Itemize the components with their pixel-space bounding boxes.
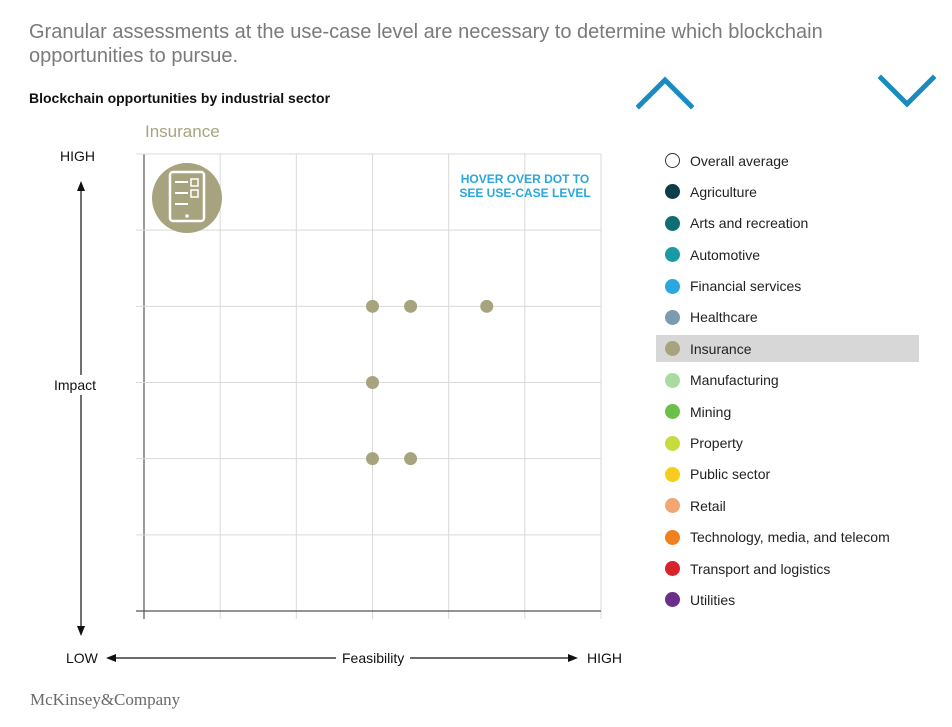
legend-dot-icon <box>665 404 680 420</box>
brand-logo: McKinsey&Company <box>30 690 181 709</box>
legend-label: Manufacturing <box>690 372 779 389</box>
legend-dot-icon <box>665 153 680 168</box>
tablet-checklist-icon <box>152 163 222 233</box>
legend-label: Financial services <box>690 278 802 295</box>
feasibility-low-label: LOW <box>66 650 98 666</box>
legend-label: Arts and recreation <box>690 215 809 232</box>
legend-dot-icon <box>665 215 680 231</box>
legend-dot-icon <box>665 309 680 325</box>
feasibility-high-label: HIGH <box>587 650 622 666</box>
legend-item[interactable]: Public sector <box>656 461 919 488</box>
impact-axis-arrow <box>77 181 85 636</box>
legend-label: Technology, media, and telecom <box>690 529 890 546</box>
legend-label: Property <box>690 435 743 452</box>
impact-high-label: HIGH <box>60 148 95 164</box>
legend-dot-icon <box>665 372 680 388</box>
legend-item[interactable]: Property <box>656 430 919 457</box>
legend-dot-icon <box>665 498 680 514</box>
legend-label: Overall average <box>690 152 789 169</box>
legend-label: Automotive <box>690 246 761 263</box>
data-point[interactable] <box>404 452 418 466</box>
feasibility-axis-label: Feasibility <box>336 650 411 666</box>
legend-item[interactable]: Utilities <box>656 586 919 613</box>
hover-hint: HOVER OVER DOT TO SEE USE-CASE LEVEL <box>459 172 591 200</box>
headline: Granular assessments at the use-case lev… <box>29 21 823 67</box>
legend-item[interactable]: Technology, media, and telecom <box>656 524 919 551</box>
legend-item[interactable]: Retail <box>656 492 919 519</box>
legend-label: Insurance <box>690 340 752 357</box>
legend-item[interactable]: Financial services <box>656 273 919 300</box>
data-point[interactable] <box>480 299 494 313</box>
legend-item[interactable]: Insurance <box>656 335 919 363</box>
legend-item[interactable]: Automotive <box>656 241 919 268</box>
legend-dot-icon <box>665 184 680 200</box>
impact-axis-label: Impact <box>54 375 97 395</box>
legend-item[interactable]: Arts and recreation <box>656 210 919 237</box>
data-point[interactable] <box>366 452 379 466</box>
legend-dot-icon <box>665 592 680 608</box>
data-point[interactable] <box>366 299 379 313</box>
legend-dot-icon <box>665 529 680 545</box>
legend-item[interactable]: Mining <box>656 398 919 425</box>
chart-subtitle: Blockchain opportunities by industrial s… <box>29 90 331 106</box>
legend-label: Mining <box>690 403 732 420</box>
legend-label: Transport and logistics <box>690 560 831 577</box>
legend-label: Healthcare <box>690 309 758 326</box>
chevron-up-icon[interactable] <box>636 74 694 110</box>
legend-dot-icon <box>665 466 680 482</box>
legend-item[interactable]: Manufacturing <box>656 367 919 394</box>
legend-item[interactable]: Healthcare <box>656 304 919 331</box>
legend-label: Public sector <box>690 466 771 483</box>
data-point[interactable] <box>366 376 379 389</box>
legend-dot-icon <box>665 561 680 577</box>
legend-dot-icon <box>665 247 680 263</box>
legend-label: Retail <box>690 497 726 514</box>
chart-title: Insurance <box>145 122 220 141</box>
data-point[interactable] <box>404 299 418 313</box>
legend-item[interactable]: Transport and logistics <box>656 555 919 582</box>
legend-dot-icon <box>665 278 680 294</box>
legend-item[interactable]: Overall average <box>656 147 919 174</box>
legend-label: Utilities <box>690 591 736 608</box>
chevron-down-icon[interactable] <box>878 74 936 110</box>
legend-dot-icon <box>665 341 680 357</box>
legend-label: Agriculture <box>690 183 757 200</box>
sector-legend: Overall average Agriculture Arts and recre… <box>656 147 919 618</box>
chart-grid <box>136 153 602 619</box>
legend-dot-icon <box>665 435 680 451</box>
legend-item[interactable]: Agriculture <box>656 178 919 205</box>
